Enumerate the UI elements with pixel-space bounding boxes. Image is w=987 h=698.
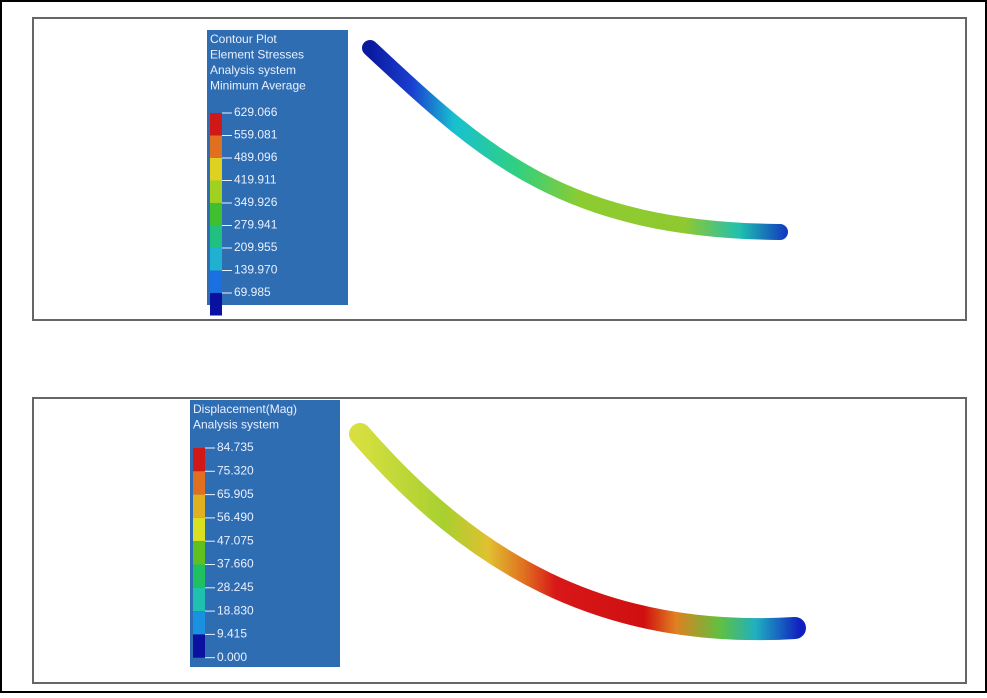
legend-swatch <box>193 611 205 634</box>
legend-label: 209.955 <box>234 240 278 254</box>
legend-label: 489.096 <box>234 150 278 164</box>
legend-swatch <box>193 588 205 611</box>
legend-swatch <box>210 158 222 181</box>
legend-label: 18.830 <box>217 603 254 617</box>
legend-label: 65.905 <box>217 487 254 501</box>
legend-title: Analysis system <box>193 418 279 432</box>
legend-swatch <box>193 565 205 588</box>
legend-swatch <box>210 136 222 159</box>
legend-swatch <box>210 181 222 204</box>
legend-swatch <box>193 495 205 518</box>
legend-title: Minimum Average <box>210 79 306 93</box>
legend-label: 37.660 <box>217 557 254 571</box>
legend-swatch <box>210 113 222 136</box>
legend-swatch <box>193 471 205 494</box>
legend-swatch <box>193 541 205 564</box>
legend-swatch <box>210 203 222 226</box>
screenshot: Contour PlotElement StressesAnalysis sys… <box>0 0 987 693</box>
legend-label: 28.245 <box>217 580 254 594</box>
legend-label: 279.941 <box>234 218 278 232</box>
legend-swatch <box>210 248 222 271</box>
viewport <box>33 18 966 320</box>
legend-swatch <box>193 634 205 657</box>
legend-label: 9.415 <box>217 627 247 641</box>
legend <box>190 400 340 667</box>
legend-label: 56.490 <box>217 510 254 524</box>
legend-label: 69.985 <box>234 285 271 299</box>
legend-label: 47.075 <box>217 533 254 547</box>
legend-label: 84.735 <box>217 440 254 454</box>
legend-label: 139.970 <box>234 263 278 277</box>
legend-swatch <box>193 518 205 541</box>
legend-title: Contour Plot <box>210 32 277 46</box>
legend-title: Element Stresses <box>210 48 304 62</box>
legend-swatch <box>210 271 222 294</box>
legend-swatch <box>210 293 222 316</box>
legend-title: Analysis system <box>210 63 296 77</box>
legend-label: 419.911 <box>234 173 277 187</box>
legend-swatch <box>210 226 222 249</box>
viewport <box>33 398 966 683</box>
legend-title: Displacement(Mag) <box>193 402 297 416</box>
legend-label: 559.081 <box>234 128 278 142</box>
legend-label: 629.066 <box>234 105 278 119</box>
legend-label: 0.000 <box>217 650 247 664</box>
legend-label: 75.320 <box>217 463 254 477</box>
legend-swatch <box>193 448 205 471</box>
legend-label: 349.926 <box>234 195 278 209</box>
